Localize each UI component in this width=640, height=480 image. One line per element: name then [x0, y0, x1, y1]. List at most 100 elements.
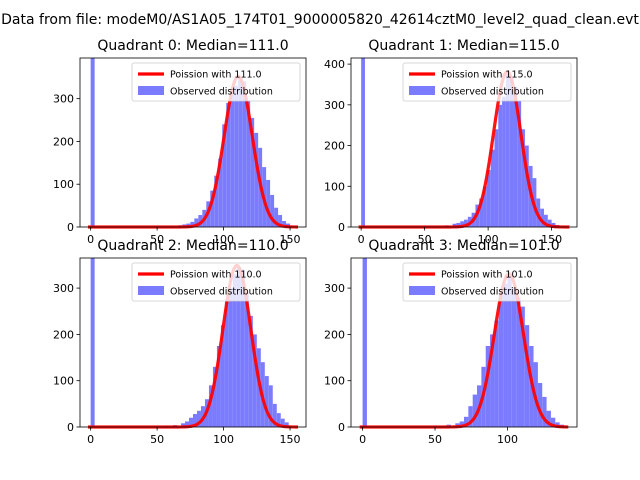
y-tick-label: 300 — [324, 282, 345, 295]
legend-label: Poission with 101.0 — [441, 270, 533, 281]
x-tick-label: 0 — [358, 233, 365, 246]
y-tick-label: 100 — [324, 180, 345, 193]
histogram-bar — [550, 417, 556, 427]
histogram-bar — [212, 366, 217, 427]
y-tick-label: 200 — [53, 328, 74, 341]
histogram-bar — [248, 315, 253, 427]
axes-frame — [79, 257, 307, 428]
histogram-bar — [246, 100, 251, 227]
y-tick-label: 300 — [324, 99, 345, 112]
histogram-bar — [270, 194, 275, 227]
histogram-bar — [196, 410, 201, 427]
x-tick-label: 50 — [428, 433, 442, 446]
histogram-bar — [485, 345, 491, 427]
legend-bar-swatch — [409, 86, 435, 95]
histogram-bar — [236, 267, 241, 427]
x-tick-label: 150 — [280, 433, 301, 446]
y-tick-label: 100 — [324, 375, 345, 388]
histogram-bar — [505, 72, 510, 227]
histogram-bar — [460, 221, 464, 227]
axes-frame — [350, 257, 578, 428]
histogram-bar — [468, 406, 473, 427]
y-tick-label: 0 — [67, 221, 74, 234]
histogram-bar — [542, 396, 547, 427]
legend-label: Poission with 110.0 — [170, 270, 262, 281]
histogram-bar — [555, 422, 560, 427]
y-tick-label: 200 — [53, 135, 74, 148]
histogram-bar — [218, 158, 223, 227]
histogram-bar — [498, 104, 503, 227]
histogram-bar — [282, 221, 287, 227]
histogram-bar — [498, 292, 504, 427]
histogram-bar — [280, 418, 285, 427]
legend-box — [131, 62, 301, 102]
legend-box — [402, 62, 572, 102]
histogram-bar — [547, 219, 552, 227]
x-tick-label: 100 — [497, 433, 518, 446]
legend-label: Observed distribution — [441, 287, 544, 298]
histogram-bar — [517, 100, 522, 227]
histogram-bar — [490, 334, 495, 427]
y-tick-label: 0 — [338, 221, 345, 234]
legend-bar-swatch — [138, 286, 164, 295]
histogram-bar — [464, 219, 468, 227]
x-tick-label: 50 — [150, 433, 164, 446]
histogram-bar — [486, 169, 491, 227]
histogram-bar — [90, 258, 95, 427]
histogram-bar — [264, 376, 269, 427]
histogram-bar — [520, 306, 525, 427]
x-tick-label: 50 — [418, 233, 432, 246]
quadrant-panel-3: 0 50 100 0 100 200 300 Quadrant 3: Median=101.0… — [324, 238, 578, 446]
histogram-bar — [228, 288, 233, 427]
histogram-bar — [193, 414, 197, 427]
histogram-bar — [503, 283, 508, 427]
x-tick-label: 100 — [213, 233, 234, 246]
histogram-bar — [210, 190, 215, 227]
histogram-bar — [181, 423, 186, 427]
legend-label: Poission with 111.0 — [170, 70, 262, 81]
histogram-bar — [198, 215, 203, 227]
histogram-bar — [540, 208, 544, 227]
histogram-bar — [472, 394, 478, 427]
histogram-bar — [464, 416, 469, 427]
histogram-bar — [185, 421, 190, 427]
histogram-bar — [220, 325, 225, 427]
legend-bar-swatch — [138, 86, 164, 95]
histogram-bar — [240, 269, 245, 427]
y-tick-label: 200 — [324, 328, 345, 341]
histogram-bar — [276, 413, 281, 427]
histogram-bar — [362, 258, 367, 427]
histogram-bar — [521, 129, 525, 227]
x-tick-label: 0 — [87, 433, 94, 446]
histogram-bar — [511, 288, 517, 427]
histogram-bar — [507, 276, 512, 427]
histogram-bar — [278, 215, 283, 227]
histogram-bar — [254, 132, 259, 227]
histogram-bar — [274, 207, 279, 227]
legend-bar-swatch — [409, 286, 435, 295]
histogram-bar — [502, 96, 506, 228]
y-tick-label: 0 — [338, 421, 345, 434]
histogram-bar — [284, 422, 289, 427]
x-tick-label: 150 — [280, 233, 301, 246]
histogram-bar — [524, 145, 529, 227]
histogram-bar — [361, 58, 365, 227]
x-tick-label: 50 — [150, 233, 164, 246]
histogram-bar — [513, 86, 518, 227]
x-tick-label: 0 — [87, 233, 94, 246]
histogram-bar — [238, 77, 243, 227]
histogram-bar — [459, 421, 464, 427]
histogram-bar — [242, 81, 247, 227]
y-tick-label: 0 — [67, 421, 74, 434]
histogram-bar — [266, 179, 271, 227]
y-tick-label: 300 — [53, 282, 74, 295]
y-tick-label: 200 — [324, 140, 345, 153]
legend-box — [402, 262, 572, 302]
histogram-bar — [483, 186, 487, 227]
y-tick-label: 100 — [53, 375, 74, 388]
histogram-bar — [516, 297, 521, 427]
histogram-bar — [230, 94, 235, 227]
axes-frame — [79, 57, 307, 228]
quadrant-panel-0: 0 50 100 150 0 100 200 300 Quadrant 0: Median=11… — [53, 38, 307, 246]
panel-title: Quadrant 1: Median=115.0 — [368, 38, 559, 54]
